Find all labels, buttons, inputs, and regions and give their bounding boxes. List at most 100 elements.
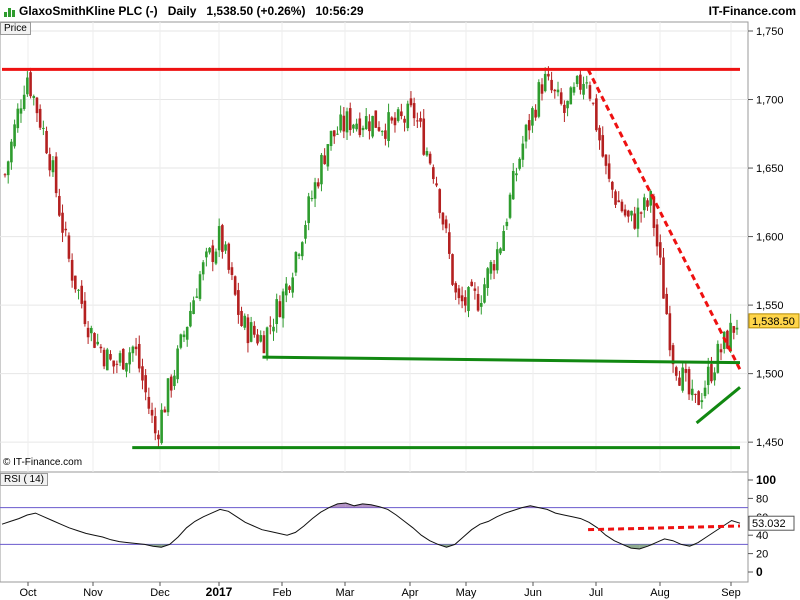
candle-body <box>534 109 537 118</box>
candle-body <box>233 276 237 295</box>
candle-body <box>253 325 256 335</box>
candle-body <box>515 173 518 176</box>
candle-body <box>67 235 71 259</box>
x-tick-label: Mar <box>336 587 355 599</box>
candle-body <box>537 82 541 117</box>
candle-body <box>687 369 691 395</box>
candle-body <box>678 377 681 386</box>
candle-body <box>531 108 534 126</box>
current-price-tag <box>748 313 800 329</box>
candle-body <box>48 154 52 171</box>
candle-body <box>93 333 96 348</box>
period-label: Daily <box>167 4 197 18</box>
candle-body <box>16 108 20 129</box>
candle-body <box>690 388 694 396</box>
candle-body <box>441 212 445 225</box>
candle-body <box>639 212 643 214</box>
candle-body <box>35 97 39 114</box>
candle-body <box>269 325 272 327</box>
candle-body <box>141 366 144 381</box>
candle-body <box>524 124 528 142</box>
candle-body <box>166 378 170 413</box>
candle-body <box>243 315 247 328</box>
candle-body <box>291 277 294 293</box>
candle-body <box>649 191 652 206</box>
candle-body <box>588 85 592 99</box>
current-rsi-label: 53.032 <box>752 518 786 530</box>
candle-body <box>553 89 557 92</box>
candle-body <box>665 293 668 315</box>
candle-body <box>131 346 135 354</box>
candle-body <box>230 267 234 275</box>
x-tick-label: Oct <box>19 587 36 599</box>
candle-body <box>134 346 138 350</box>
candle-body <box>432 167 435 180</box>
candle-body <box>329 130 333 147</box>
candle-body <box>652 196 656 228</box>
price-y-tick-label: 1,700 <box>756 95 784 107</box>
candle-body <box>3 174 7 176</box>
candle-body <box>643 197 646 211</box>
candle-body <box>374 110 378 128</box>
candle-body <box>198 274 202 299</box>
rsi-resistance-trendline <box>588 524 741 532</box>
candle-body <box>572 86 576 93</box>
candle-body <box>425 151 429 156</box>
candle-body <box>169 376 173 391</box>
candle-body <box>342 115 346 132</box>
candle-body <box>137 343 141 369</box>
candle-body <box>77 289 80 291</box>
candle-body <box>358 118 362 136</box>
candle-body <box>633 213 637 229</box>
candle-body <box>278 301 282 317</box>
candle-body <box>326 144 330 167</box>
candle-body <box>416 120 419 122</box>
candle-body <box>22 94 26 109</box>
candle-body <box>179 334 183 348</box>
candle-body <box>214 251 218 264</box>
candle-body <box>623 209 627 216</box>
candle-body <box>54 156 58 194</box>
time-label: 10:56:29 <box>315 4 364 18</box>
candle-body <box>284 283 288 296</box>
candle-body <box>265 327 269 358</box>
candle-body <box>543 73 547 92</box>
candle-body <box>694 393 697 395</box>
candle-body <box>681 367 684 391</box>
candle-body <box>470 281 473 287</box>
candle-body <box>29 72 32 97</box>
candle-body <box>153 416 157 434</box>
candle-body <box>246 317 250 344</box>
candle-body <box>384 130 387 139</box>
candle-body <box>256 334 259 344</box>
candle-body <box>348 108 352 131</box>
price-y-tick-label: 1,600 <box>756 232 784 244</box>
candle-body <box>390 117 394 121</box>
x-tick-label: Apr <box>401 587 418 599</box>
candle-body <box>630 210 633 216</box>
candle-body <box>70 259 74 281</box>
copyright-text: © IT-Finance.com <box>3 457 83 468</box>
support-trendline <box>262 355 741 365</box>
candle-body <box>10 141 13 163</box>
candle-body <box>38 108 42 128</box>
rsi-panel-label: RSI ( 14) <box>0 473 49 486</box>
candle-body <box>662 257 665 299</box>
candle-body <box>160 409 163 444</box>
candle-body <box>259 335 263 342</box>
rsi-y-tick-label: 20 <box>756 549 768 561</box>
candle-body <box>582 83 585 95</box>
candle-body <box>64 228 68 231</box>
x-tick-label: 2017 <box>206 585 233 599</box>
candle-body <box>74 275 77 290</box>
candle-body <box>336 133 339 135</box>
candle-body <box>457 288 461 299</box>
candle-body <box>281 291 285 319</box>
candle-body <box>559 92 563 104</box>
candle-body <box>495 249 499 271</box>
candle-body <box>377 127 381 131</box>
candle-body <box>435 183 438 186</box>
candle-body <box>591 102 595 104</box>
candle-body <box>19 108 23 114</box>
